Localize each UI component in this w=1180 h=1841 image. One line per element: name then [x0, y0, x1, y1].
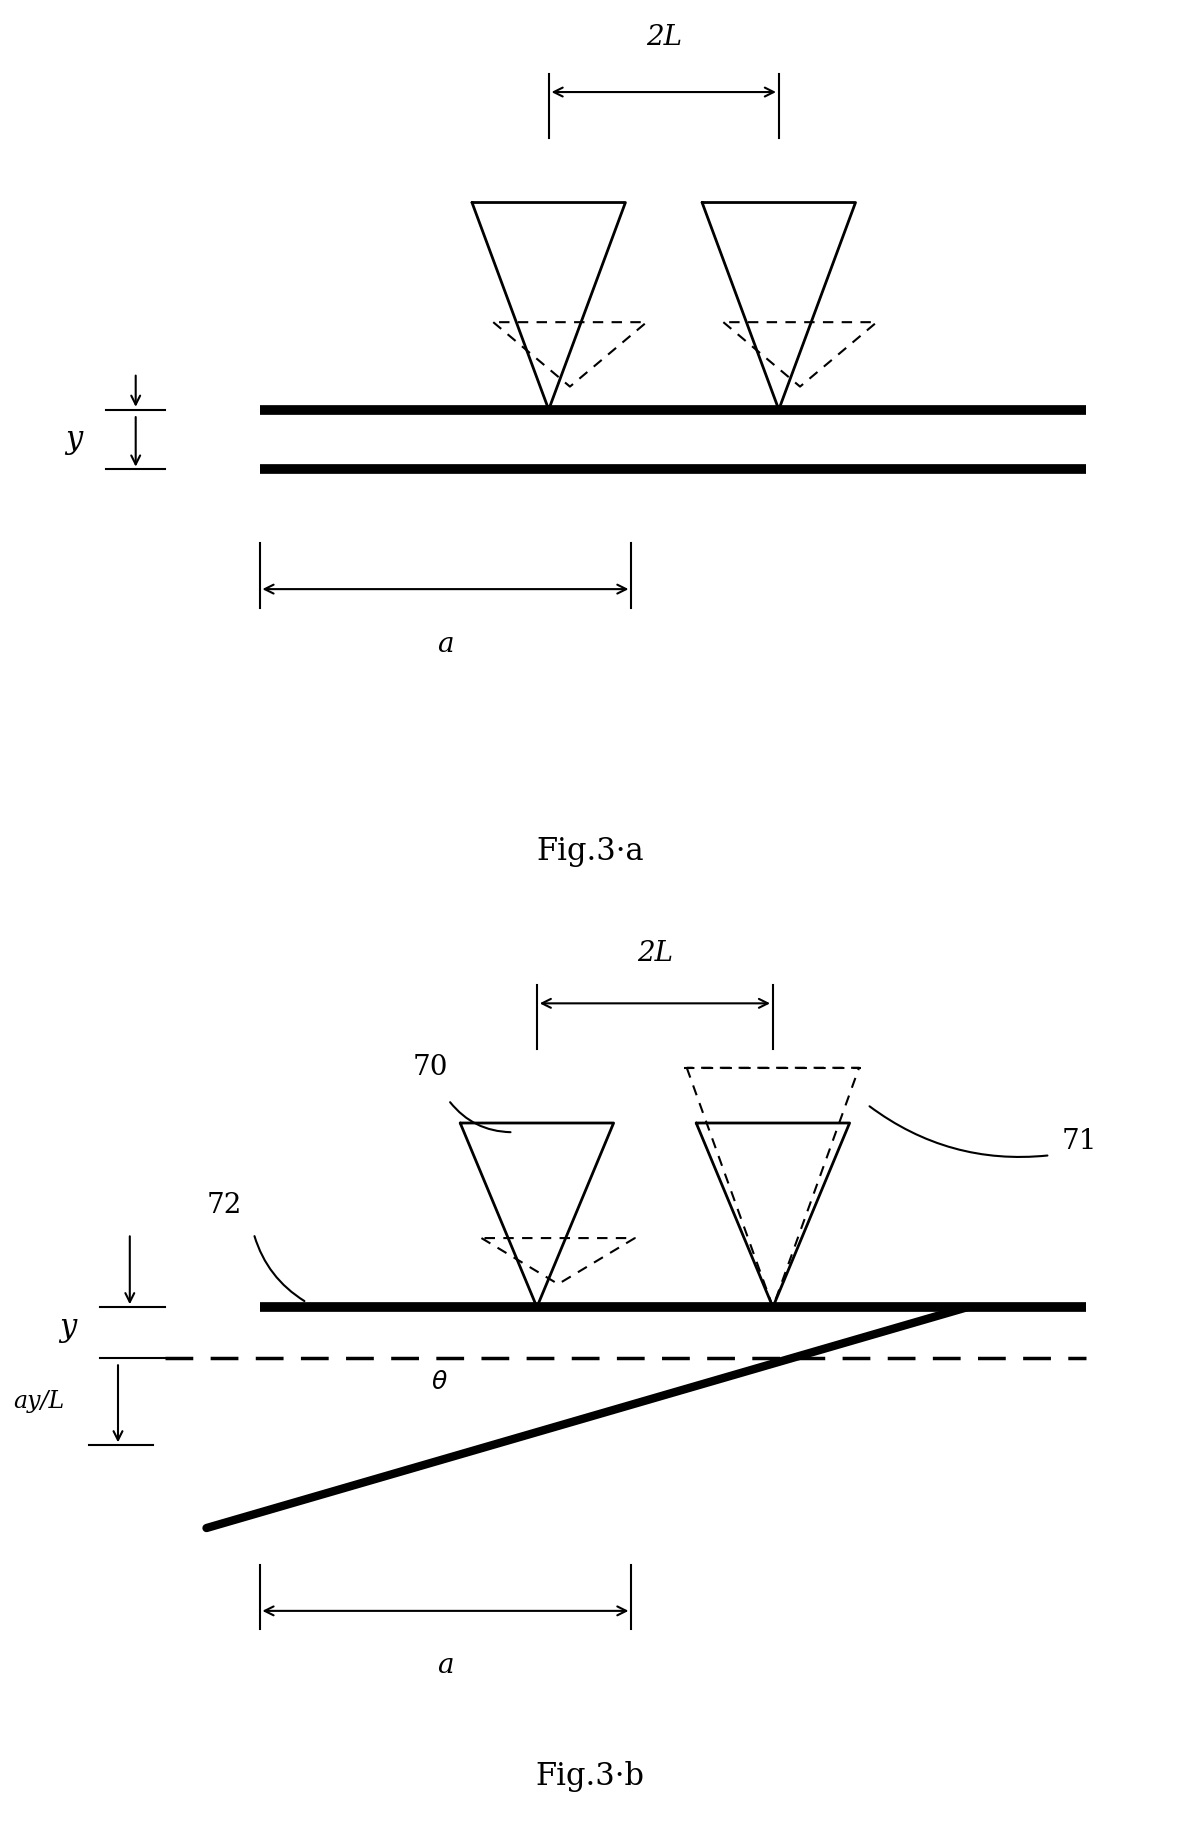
- Text: 72: 72: [206, 1193, 242, 1219]
- FancyArrowPatch shape: [450, 1103, 511, 1132]
- Text: 2L: 2L: [645, 24, 682, 52]
- Text: Fig.3·a: Fig.3·a: [536, 836, 644, 867]
- Text: y: y: [59, 1313, 77, 1344]
- FancyArrowPatch shape: [870, 1106, 1048, 1156]
- Text: a: a: [438, 630, 453, 657]
- Text: $\theta$: $\theta$: [431, 1372, 447, 1394]
- Text: 71: 71: [1062, 1129, 1097, 1154]
- Text: Fig.3·b: Fig.3·b: [536, 1762, 644, 1791]
- Text: 2L: 2L: [637, 939, 673, 967]
- FancyArrowPatch shape: [255, 1235, 304, 1302]
- Text: ay/L: ay/L: [14, 1390, 65, 1412]
- Text: a: a: [438, 1653, 453, 1679]
- Text: 70: 70: [413, 1055, 448, 1081]
- Text: y: y: [65, 423, 83, 455]
